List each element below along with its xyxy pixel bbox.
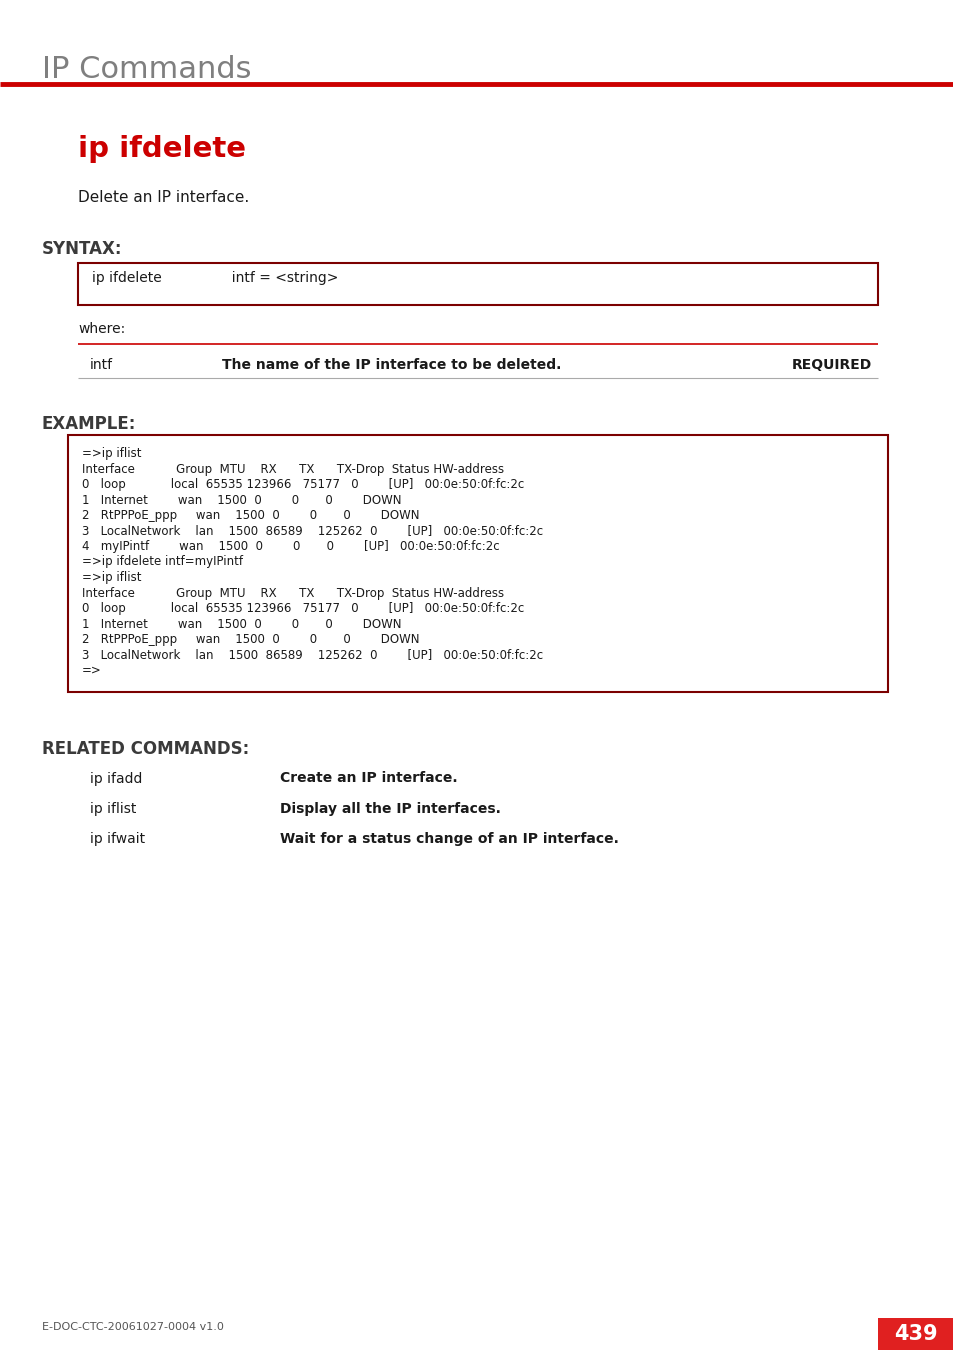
Text: 3   LocalNetwork    lan    1500  86589    125262  0        [UP]   00:0e:50:0f:fc: 3 LocalNetwork lan 1500 86589 125262 0 [… bbox=[82, 525, 542, 537]
Text: 2   RtPPPoE_ppp     wan    1500  0        0       0        DOWN: 2 RtPPPoE_ppp wan 1500 0 0 0 DOWN bbox=[82, 633, 419, 647]
FancyBboxPatch shape bbox=[68, 435, 887, 691]
Text: 1   Internet        wan    1500  0        0       0        DOWN: 1 Internet wan 1500 0 0 0 DOWN bbox=[82, 494, 401, 506]
Text: E-DOC-CTC-20061027-0004 v1.0: E-DOC-CTC-20061027-0004 v1.0 bbox=[42, 1322, 224, 1332]
Text: =>ip iflist: =>ip iflist bbox=[82, 571, 141, 585]
Text: 0   loop            local  65535 123966   75177   0        [UP]   00:0e:50:0f:fc: 0 loop local 65535 123966 75177 0 [UP] 0… bbox=[82, 478, 524, 491]
Text: intf: intf bbox=[90, 358, 113, 373]
Text: ip ifdelete                intf = <string>: ip ifdelete intf = <string> bbox=[91, 271, 338, 285]
Text: 2   RtPPPoE_ppp     wan    1500  0        0       0        DOWN: 2 RtPPPoE_ppp wan 1500 0 0 0 DOWN bbox=[82, 509, 419, 522]
Text: where:: where: bbox=[78, 323, 125, 336]
Text: Display all the IP interfaces.: Display all the IP interfaces. bbox=[280, 802, 500, 815]
Text: Create an IP interface.: Create an IP interface. bbox=[280, 771, 457, 786]
FancyBboxPatch shape bbox=[78, 263, 877, 305]
Text: Delete an IP interface.: Delete an IP interface. bbox=[78, 190, 249, 205]
Text: ip ifwait: ip ifwait bbox=[90, 832, 145, 845]
Text: IP Commands: IP Commands bbox=[42, 55, 252, 84]
Text: REQUIRED: REQUIRED bbox=[791, 358, 871, 373]
Text: Interface           Group  MTU    RX      TX      TX-Drop  Status HW-address: Interface Group MTU RX TX TX-Drop Status… bbox=[82, 463, 503, 475]
Text: =>: => bbox=[82, 664, 102, 676]
Text: The name of the IP interface to be deleted.: The name of the IP interface to be delet… bbox=[222, 358, 560, 373]
Text: RELATED COMMANDS:: RELATED COMMANDS: bbox=[42, 740, 249, 757]
Text: =>ip ifdelete intf=myIPintf: =>ip ifdelete intf=myIPintf bbox=[82, 555, 243, 568]
Text: 1   Internet        wan    1500  0        0       0        DOWN: 1 Internet wan 1500 0 0 0 DOWN bbox=[82, 617, 401, 630]
Text: 3   LocalNetwork    lan    1500  86589    125262  0        [UP]   00:0e:50:0f:fc: 3 LocalNetwork lan 1500 86589 125262 0 [… bbox=[82, 648, 542, 662]
Text: Wait for a status change of an IP interface.: Wait for a status change of an IP interf… bbox=[280, 832, 618, 845]
Text: 0   loop            local  65535 123966   75177   0        [UP]   00:0e:50:0f:fc: 0 loop local 65535 123966 75177 0 [UP] 0… bbox=[82, 602, 524, 616]
FancyBboxPatch shape bbox=[877, 1318, 953, 1350]
Text: ip ifadd: ip ifadd bbox=[90, 771, 142, 786]
Text: 439: 439 bbox=[893, 1324, 937, 1345]
Text: SYNTAX:: SYNTAX: bbox=[42, 240, 122, 258]
Text: ip iflist: ip iflist bbox=[90, 802, 136, 815]
Text: =>ip iflist: =>ip iflist bbox=[82, 447, 141, 460]
Text: Interface           Group  MTU    RX      TX      TX-Drop  Status HW-address: Interface Group MTU RX TX TX-Drop Status… bbox=[82, 586, 503, 599]
Text: 4   myIPintf        wan    1500  0        0       0        [UP]   00:0e:50:0f:fc: 4 myIPintf wan 1500 0 0 0 [UP] 00:0e:50:… bbox=[82, 540, 499, 553]
Text: ip ifdelete: ip ifdelete bbox=[78, 135, 246, 163]
Text: EXAMPLE:: EXAMPLE: bbox=[42, 414, 136, 433]
